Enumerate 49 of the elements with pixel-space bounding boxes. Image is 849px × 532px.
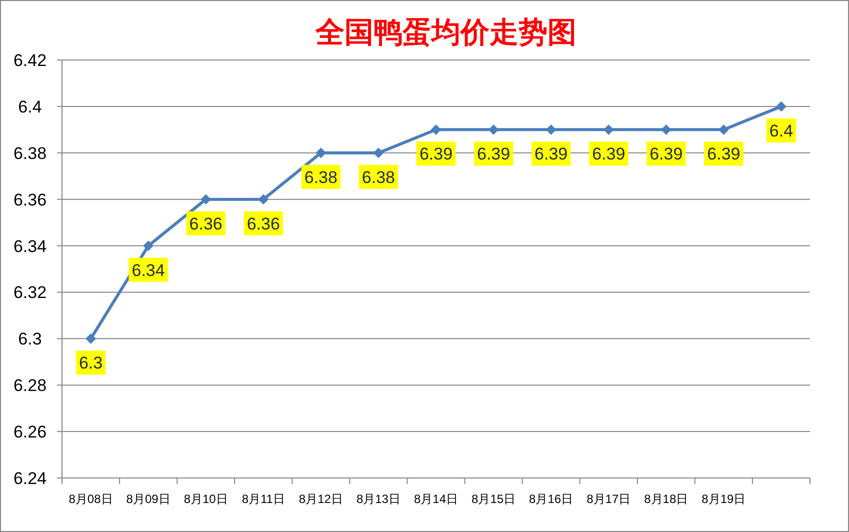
x-tick-label: 8月09日: [126, 492, 170, 506]
y-tick-label: 6.3: [18, 330, 42, 349]
x-tick-label: 8月11日: [242, 492, 285, 506]
data-label: 6.38: [304, 168, 338, 187]
point: [143, 240, 154, 251]
x-tick-label: 8月19日: [702, 492, 746, 506]
y-tick-label: 6.36: [13, 190, 47, 210]
y-tick-label: 6.4: [18, 97, 42, 116]
data-label: 6.39: [707, 144, 740, 164]
chart-title: 全国鸭蛋均价走势图: [314, 17, 576, 49]
x-tick-label: 8月10日: [184, 492, 228, 506]
data-label: 6.36: [246, 214, 280, 234]
y-tick-label: 6.34: [13, 236, 47, 256]
point: [258, 194, 268, 204]
x-tick-label: 8月14日: [414, 492, 458, 506]
x-tick-label: 8月13日: [356, 492, 400, 506]
y-tick-label: 6.32: [13, 283, 47, 302]
data-label: 6.3: [78, 354, 103, 373]
y-tick-label: 6.24: [13, 469, 47, 488]
data-label: 6.39: [419, 144, 453, 164]
point: [604, 124, 614, 135]
point: [431, 124, 441, 135]
y-tick-label: 6.26: [13, 422, 47, 442]
data-label: 6.36: [189, 214, 222, 234]
x-tick-label: 8月18日: [644, 492, 688, 506]
x-tick-label: 8月16日: [529, 492, 574, 506]
x-tick-label: 8月15日: [472, 492, 516, 506]
x-tick-label: 8月17日: [586, 492, 631, 506]
x-tick-label: 8月08日: [68, 492, 113, 506]
y-tick-label: 6.38: [13, 144, 47, 163]
data-label: 6.39: [592, 144, 626, 164]
point: [776, 101, 786, 112]
x-tick-label: 8月12日: [298, 492, 343, 506]
point: [200, 194, 211, 204]
data-label: 6.38: [362, 168, 396, 187]
point: [488, 124, 499, 135]
data-label: 6.4: [769, 121, 794, 140]
y-tick-label: 6.28: [13, 376, 47, 396]
point: [316, 148, 326, 158]
point: [546, 124, 556, 135]
point: [661, 124, 672, 135]
data-label: 6.39: [534, 144, 568, 164]
data-label: 6.34: [132, 260, 165, 280]
data-label: 6.39: [476, 144, 510, 164]
point: [86, 334, 96, 344]
data-label: 6.39: [650, 144, 683, 164]
point: [373, 148, 384, 158]
y-tick-label: 6.42: [13, 51, 47, 70]
point: [718, 124, 729, 135]
